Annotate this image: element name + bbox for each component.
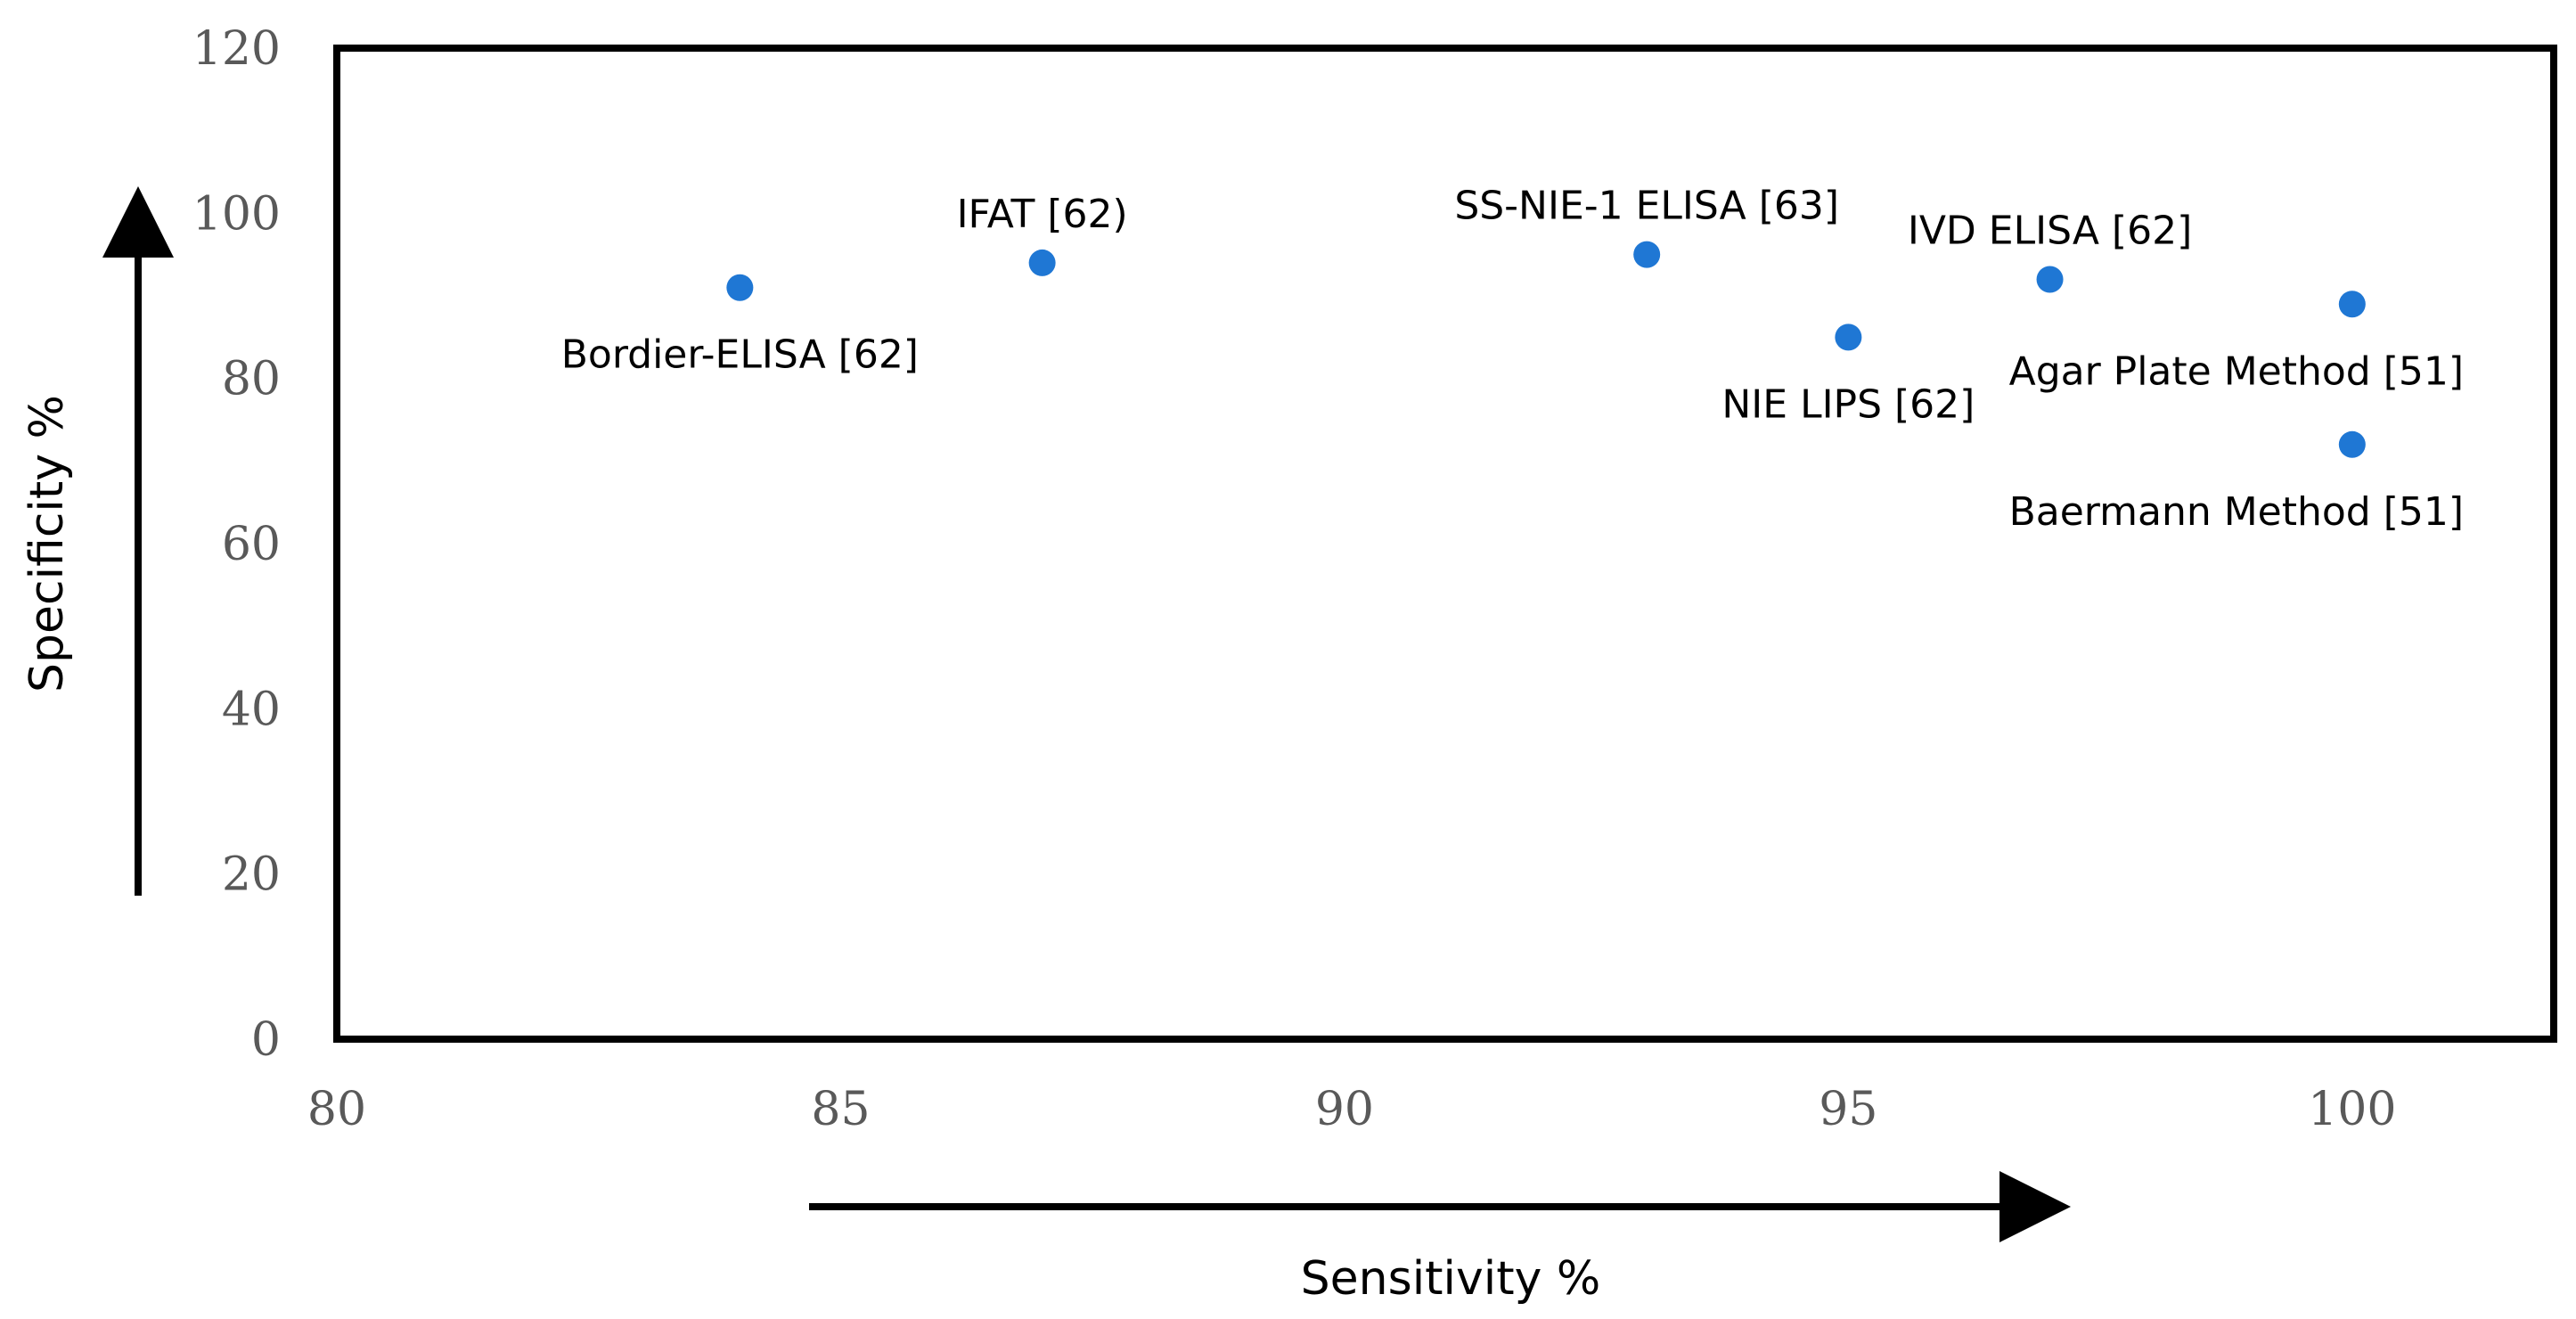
x-axis-tick-labels: 80 85 90 95 100: [307, 1083, 2397, 1136]
data-point: [1633, 241, 1661, 268]
y-tick-label: 120: [192, 22, 281, 76]
x-tick-label: 80: [307, 1083, 366, 1136]
x-tick-label: 90: [1315, 1083, 1374, 1136]
data-point-label: IFAT [62): [957, 192, 1128, 237]
y-tick-label: 80: [222, 353, 281, 406]
data-point: [2338, 430, 2366, 458]
data-point-label: SS-NIE-1 ELISA [63]: [1454, 184, 1839, 229]
data-point-label: NIE LIPS [62]: [1721, 381, 1975, 427]
x-tick-label: 85: [811, 1083, 870, 1136]
data-point-label: Bordier-ELISA [62]: [561, 332, 919, 378]
y-axis-tick-labels: 0 20 40 60 80 100 120: [192, 22, 281, 1067]
data-point: [1028, 249, 1056, 276]
x-tick-label: 95: [1819, 1083, 1877, 1136]
data-point: [2338, 291, 2366, 318]
y-tick-label: 0: [251, 1013, 281, 1067]
data-point: [1835, 324, 1862, 351]
data-point-label: Baermann Method [51]: [2009, 489, 2464, 535]
y-tick-label: 60: [222, 518, 281, 571]
data-point-labels: Bordier-ELISA [62] IFAT [62) SS-NIE-1 ELIS…: [561, 184, 2464, 535]
y-tick-label: 40: [222, 683, 281, 736]
data-point-label: IVD ELISA [62]: [1908, 208, 2192, 253]
plot-area-border: [333, 45, 2557, 1043]
data-point: [726, 274, 754, 301]
x-tick-label: 100: [2308, 1083, 2396, 1136]
y-tick-label: 100: [192, 187, 281, 241]
data-points: [726, 241, 2366, 458]
y-tick-label: 20: [222, 848, 281, 902]
data-point-label: Agar Plate Method [51]: [2009, 348, 2464, 394]
data-point: [2036, 266, 2064, 293]
y-axis-title: Specificity %: [20, 395, 74, 692]
x-axis-title: Sensitivity %: [1301, 1252, 1601, 1306]
